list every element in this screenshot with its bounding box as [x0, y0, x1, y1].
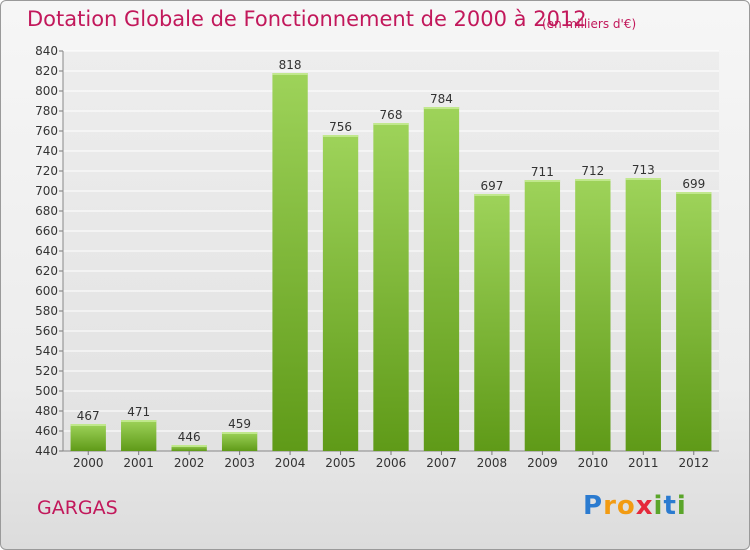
y-tick-label: 780 — [35, 104, 58, 118]
x-tick-label: 2009 — [527, 456, 558, 470]
x-tick-label: 2001 — [123, 456, 154, 470]
y-tick-label: 580 — [35, 304, 58, 318]
bar-highlight — [322, 135, 359, 137]
y-tick-label: 440 — [35, 444, 58, 458]
y-tick-label: 480 — [35, 404, 58, 418]
bar-value-label: 784 — [430, 92, 453, 106]
commune-name: GARGAS — [37, 497, 118, 519]
bar-value-label: 713 — [632, 163, 655, 177]
bar-highlight — [676, 192, 712, 194]
x-tick-label: 2007 — [426, 456, 457, 470]
bar-highlight — [272, 73, 308, 75]
x-tick-label: 2006 — [376, 456, 407, 470]
bar-value-label: 756 — [329, 120, 352, 134]
y-tick-label: 760 — [35, 124, 58, 138]
bar-value-label: 697 — [480, 179, 503, 193]
x-tick-label: 2003 — [224, 456, 255, 470]
x-tick-label: 2005 — [325, 456, 356, 470]
bar — [625, 178, 661, 451]
chart-title: Dotation Globale de Fonctionnement de 20… — [27, 7, 587, 31]
bar — [70, 424, 106, 451]
bar-value-label: 459 — [228, 417, 251, 431]
bar — [575, 179, 611, 451]
bar — [121, 420, 157, 451]
bar — [221, 432, 258, 451]
bar-value-label: 712 — [581, 164, 604, 178]
bar-highlight — [625, 178, 661, 180]
proxiti-logo: Proxiti — [583, 491, 687, 521]
y-tick-label: 600 — [35, 284, 58, 298]
bar-value-label: 768 — [380, 108, 403, 122]
y-tick-label: 520 — [35, 364, 58, 378]
y-tick-label: 540 — [35, 344, 58, 358]
bar-value-label: 446 — [178, 430, 201, 444]
bar-value-label: 467 — [77, 409, 100, 423]
x-tick-label: 2002 — [174, 456, 205, 470]
bar — [171, 445, 207, 451]
y-tick-label: 620 — [35, 264, 58, 278]
y-tick-label: 660 — [35, 224, 58, 238]
x-tick-label: 2011 — [628, 456, 659, 470]
bar-highlight — [423, 107, 460, 109]
y-tick-label: 700 — [35, 184, 58, 198]
bar-highlight — [474, 194, 510, 196]
y-tick-label: 740 — [35, 144, 58, 158]
x-tick-label: 2000 — [73, 456, 104, 470]
x-tick-label: 2004 — [275, 456, 306, 470]
y-tick-label: 500 — [35, 384, 58, 398]
x-tick-label: 2012 — [678, 456, 709, 470]
y-tick-label: 800 — [35, 84, 58, 98]
bar-highlight — [575, 179, 611, 181]
bar-value-label: 818 — [279, 58, 302, 72]
bar-highlight — [171, 445, 207, 447]
bar-highlight — [373, 123, 409, 125]
bar-value-label: 711 — [531, 165, 554, 179]
y-tick-label: 720 — [35, 164, 58, 178]
bar-value-label: 699 — [682, 177, 705, 191]
x-tick-label: 2008 — [477, 456, 508, 470]
bar-highlight — [221, 432, 258, 434]
bar-highlight — [524, 180, 561, 182]
y-tick-label: 840 — [35, 44, 58, 58]
bar — [373, 123, 409, 451]
bar — [676, 192, 712, 451]
bar — [423, 107, 460, 451]
bar — [474, 194, 510, 451]
y-tick-label: 820 — [35, 64, 58, 78]
bar-value-label: 471 — [127, 405, 150, 419]
bar — [524, 180, 561, 451]
x-tick-label: 2010 — [578, 456, 609, 470]
y-tick-label: 640 — [35, 244, 58, 258]
chart-subtitle: (en milliers d'€) — [542, 17, 637, 31]
bar — [322, 135, 359, 451]
y-tick-label: 460 — [35, 424, 58, 438]
bar-highlight — [70, 424, 106, 426]
y-tick-label: 680 — [35, 204, 58, 218]
bar-highlight — [121, 420, 157, 422]
y-tick-label: 560 — [35, 324, 58, 338]
bar — [272, 73, 308, 451]
